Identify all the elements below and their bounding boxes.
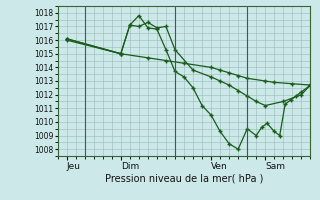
X-axis label: Pression niveau de la mer( hPa ): Pression niveau de la mer( hPa ) xyxy=(105,173,263,183)
